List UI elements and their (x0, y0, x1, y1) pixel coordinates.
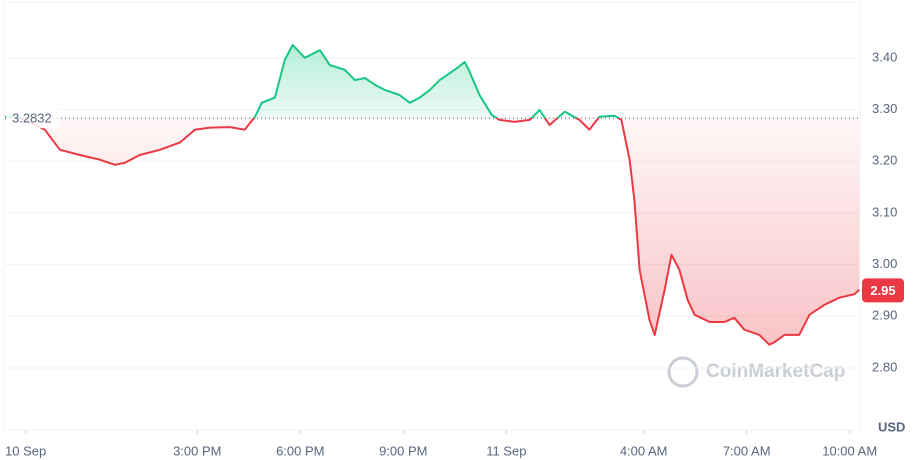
y-tick-label: 3.10 (872, 204, 897, 219)
area (5, 44, 860, 345)
y-tick-label: 2.90 (872, 308, 897, 323)
y-tick-label: 3.00 (872, 256, 897, 271)
plot-frame (3, 1, 861, 431)
x-tick-label: 4:00 AM (620, 443, 668, 458)
reference-label: 3.2832 (12, 111, 52, 126)
current-price-tag (862, 278, 904, 303)
watermark: CoinMarketCap (706, 361, 845, 382)
x-tick-label: 7:00 AM (723, 443, 771, 458)
x-tick-label: 10:00 AM (822, 443, 877, 458)
x-tick-label: 9:00 PM (379, 443, 427, 458)
y-tick-label: 2.80 (872, 359, 897, 374)
y-tick-label: 3.20 (872, 153, 897, 168)
price-line (4, 43, 860, 346)
x-tick-label: 3:00 PM (173, 443, 221, 458)
watermark-logo (667, 356, 699, 388)
x-tick-label: 11 Sep (486, 443, 526, 458)
y-axis-label: USD (878, 419, 905, 434)
x-tick-label: 10 Sep (5, 443, 46, 458)
current-price-label: 2.95 (870, 283, 895, 298)
x-tick-label: 6:00 PM (276, 443, 324, 458)
y-tick-label: 3.30 (872, 101, 897, 116)
reference-label-box (6, 108, 60, 129)
y-tick-label: 3.40 (872, 49, 897, 64)
